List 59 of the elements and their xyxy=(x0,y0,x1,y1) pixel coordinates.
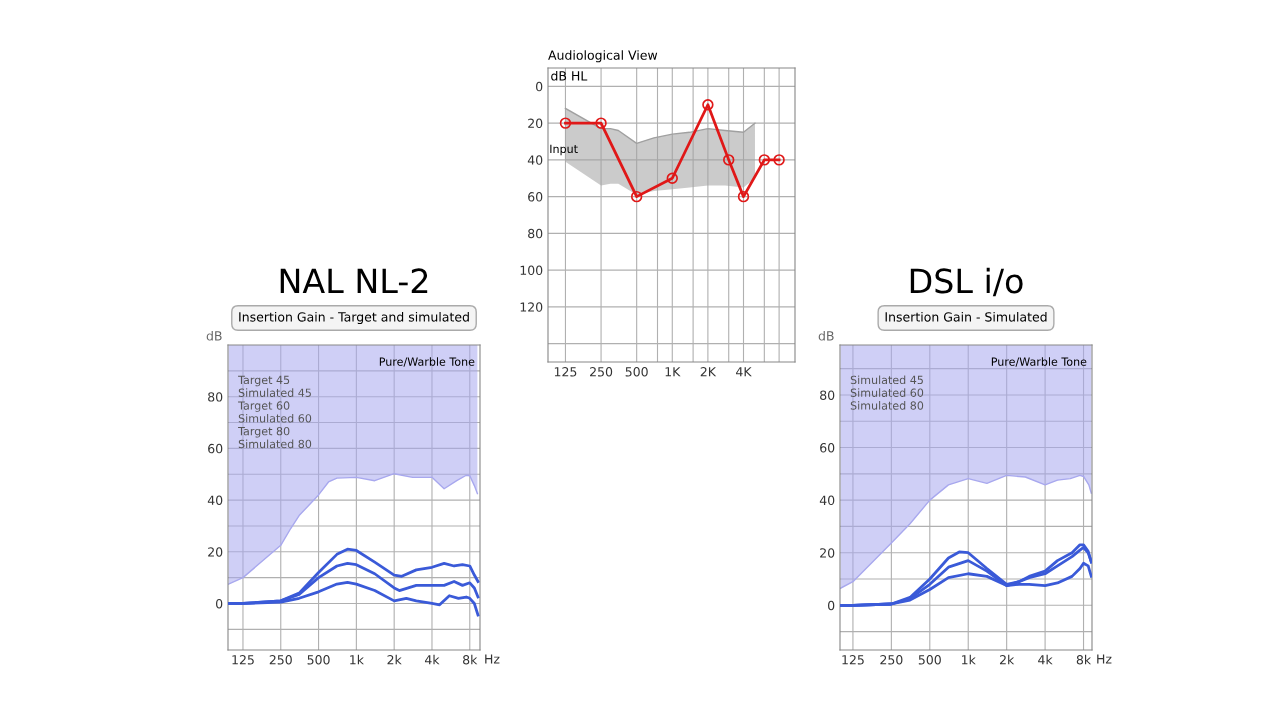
x-tick-label: 4k xyxy=(1038,654,1053,665)
y-tick-label: 80 xyxy=(820,390,835,400)
annotation: Target 60 xyxy=(238,401,290,412)
y-tick-label: 80 xyxy=(528,228,543,239)
y-tick-label: 60 xyxy=(528,192,543,202)
y-tick-label: 0 xyxy=(536,81,543,92)
annotation: Simulated 60 xyxy=(850,388,924,397)
x-tick-label: 1K xyxy=(665,367,681,377)
y-tick-label: 20 xyxy=(820,548,835,558)
y-tick-label: 20 xyxy=(208,547,223,557)
annotation: Simulated 80 xyxy=(850,401,924,410)
chart-title: DSL i/o xyxy=(910,267,1023,297)
x-tick-label: 4k xyxy=(424,654,440,665)
x-tick-label: 1k xyxy=(962,654,976,665)
x-tick-label: 125 xyxy=(232,655,254,665)
y-axis-title: dB xyxy=(818,330,834,341)
y-tick-label: 40 xyxy=(819,495,835,506)
x-tick-label: 250 xyxy=(269,655,292,665)
x-tick-label: 125 xyxy=(554,367,577,377)
x-tick-label: 4K xyxy=(736,367,752,377)
annotation: Input xyxy=(550,144,578,156)
annotation: Simulated 45 xyxy=(850,375,923,385)
x-tick-label: 500 xyxy=(625,367,648,377)
x-tick-label: 8k xyxy=(1076,654,1092,665)
y-tick-label: 40 xyxy=(527,155,543,165)
x-tick-label: 500 xyxy=(918,655,941,665)
x-tick-label: 250 xyxy=(880,655,903,665)
y-tick-label: 0 xyxy=(216,598,223,609)
x-tick-label: 2k xyxy=(387,654,402,665)
y-axis-title: dB xyxy=(206,330,222,341)
annotation: Pure/Warble Tone xyxy=(991,357,1087,367)
annotation: Simulated 45 xyxy=(238,388,311,397)
y-axis-title: dB HL xyxy=(551,70,588,81)
x-axis-title: Hz xyxy=(485,654,500,664)
x-tick-label: 1k xyxy=(350,654,364,665)
x-tick-label: 2k xyxy=(999,654,1015,665)
y-tick-label: 60 xyxy=(208,443,223,454)
x-tick-label: 500 xyxy=(307,655,330,665)
chart-title: NAL NL-2 xyxy=(280,268,428,294)
x-tick-label: 2K xyxy=(700,367,717,377)
y-tick-label: 120 xyxy=(520,302,543,312)
y-tick-label: 80 xyxy=(208,392,223,402)
chart-subtitle: Insertion Gain - Target and simulated xyxy=(239,311,469,325)
y-tick-label: 60 xyxy=(820,443,835,453)
annotation: Simulated 80 xyxy=(238,439,312,449)
y-tick-label: 40 xyxy=(207,495,223,506)
annotation: Target 45 xyxy=(238,375,290,387)
chart-title: Audiological View xyxy=(548,50,658,63)
y-tick-label: 100 xyxy=(520,265,543,276)
chart-subtitle: Insertion Gain - Simulated xyxy=(885,311,1047,322)
annotation: Pure/Warble Tone xyxy=(379,357,475,367)
annotation: Target 80 xyxy=(238,426,290,438)
annotation: Simulated 60 xyxy=(238,413,312,423)
y-tick-label: 20 xyxy=(528,118,543,129)
x-tick-label: 250 xyxy=(590,367,613,377)
x-axis-title: Hz xyxy=(1097,654,1112,664)
x-tick-label: 8k xyxy=(463,654,478,665)
y-tick-label: 0 xyxy=(828,600,835,611)
x-tick-label: 125 xyxy=(842,655,864,665)
